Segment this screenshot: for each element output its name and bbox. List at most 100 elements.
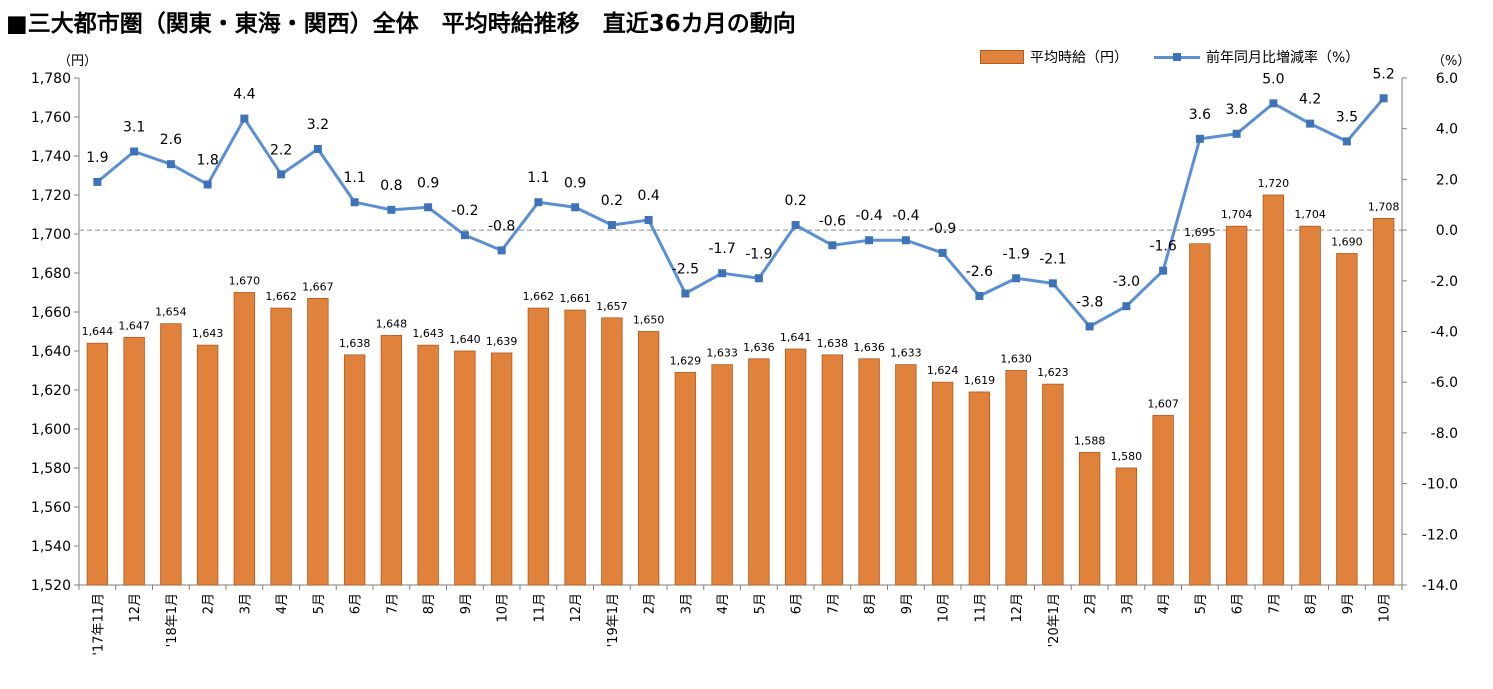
bar-data-label: 1,629 [670,354,702,367]
x-category-label: 8月 [1304,593,1319,614]
x-category-label: 9月 [1341,593,1356,614]
rate-data-label: -0.9 [929,221,956,237]
rate-marker [93,177,102,186]
left-tick-label: 1,620 [31,383,71,399]
bar-data-label: 1,623 [1037,366,1069,379]
rate-data-label: -0.4 [855,208,882,224]
bar-data-label: 1,667 [302,280,334,293]
bar [821,354,844,586]
left-tick-label: 1,520 [31,578,71,594]
bar-data-label: 1,650 [633,314,665,327]
rate-data-label: 2.2 [270,142,292,158]
bar [968,391,991,586]
rate-marker [938,248,947,257]
rate-data-label: -1.7 [708,241,735,257]
left-axis-unit: （円） [58,54,98,69]
rate-marker [350,198,359,207]
rate-data-label: 3.6 [1189,107,1211,123]
x-category-label: 4月 [275,593,290,614]
bar [1078,451,1101,586]
x-category-label: 3月 [679,593,694,614]
legend-item-line: 前年同月比増減率（%） [1154,47,1359,67]
bar-data-label: 1,643 [412,327,444,340]
x-category-label: 8月 [422,593,437,614]
bar [196,344,219,586]
rate-marker [1048,279,1057,288]
rate-data-label: -2.1 [1039,251,1066,267]
bar [123,336,145,586]
rate-data-label: -1.9 [745,246,772,262]
rate-data-label: 3.1 [123,120,145,136]
left-tick-label: 1,760 [31,110,71,126]
x-category-label: 2月 [1084,593,1099,614]
x-category-label: 8月 [863,593,878,614]
bar [1336,253,1358,586]
rate-marker [791,221,800,230]
rate-data-label: 3.2 [307,117,329,133]
bar-data-label: 1,638 [339,337,371,350]
right-tick-label: -12.0 [1422,527,1458,543]
rate-data-label: 1.1 [343,170,365,186]
rate-data-label: -3.0 [1113,274,1140,290]
left-tick-label: 1,540 [31,539,71,555]
x-category-label: 6月 [790,593,805,614]
bar [86,342,109,586]
rate-marker [571,203,580,212]
bar-data-label: 1,588 [1074,434,1106,447]
rate-data-label: 1.9 [86,150,108,166]
right-axis-unit: （%） [1432,54,1471,69]
bar [270,307,292,586]
rate-data-label: -0.6 [819,213,846,229]
rate-marker [203,180,212,189]
rate-marker [1195,134,1204,143]
bar-data-label: 1,644 [82,325,114,338]
x-category-label: 4月 [1157,593,1172,614]
rate-data-label: -0.8 [488,218,515,234]
bar [564,309,586,586]
rate-marker [534,198,543,207]
left-tick-label: 1,580 [31,461,71,477]
x-category-label: 11月 [532,593,547,623]
bar-data-label: 1,633 [890,347,922,360]
rate-marker [1159,266,1168,275]
bar [160,323,182,586]
x-category-label: 6月 [1231,593,1246,614]
rate-marker [387,205,396,214]
x-category-label: '18年1月 [165,593,180,647]
bar [490,352,513,586]
left-tick-label: 1,780 [31,71,71,87]
x-category-label: 12月 [128,593,143,623]
x-category-label: 9月 [900,593,915,614]
bar-data-label: 1,639 [486,335,518,348]
rate-line [96,97,1385,328]
rate-data-label: 0.8 [380,178,402,194]
rate-data-label: 0.9 [417,175,439,191]
bar [417,344,439,586]
rate-marker [1306,119,1315,128]
x-category-label: 10月 [937,593,952,623]
rate-data-label: 4.2 [1299,92,1321,108]
bar-data-label: 1,662 [265,290,297,303]
bar [858,358,880,586]
right-tick-label: 6.0 [1436,71,1458,87]
labels-layer: 1,644 1,647 1,654 1,643 1,670 1,662 1,667 1,638… [82,66,1400,463]
bar-data-label: 1,662 [523,290,555,303]
x-category-label: 11月 [973,593,988,623]
legend-line-swatch [1154,50,1200,64]
legend-bar-label: 平均時給（円） [1030,50,1128,66]
rate-marker [754,274,763,283]
rate-marker [240,114,249,123]
rate-data-label: 5.0 [1262,71,1284,87]
rate-data-label: -2.5 [672,261,699,277]
left-tick-label: 1,640 [31,344,71,360]
x-category-label: 10月 [1378,593,1393,623]
legend-item-bar: 平均時給（円） [980,47,1128,67]
rate-data-label: -0.4 [892,208,919,224]
left-tick-label: 1,660 [31,305,71,321]
chart-title: ■三大都市圏（関東・東海・関西）全体 平均時給推移 直近36カ月の動向 [6,11,796,37]
bar [1299,225,1321,586]
right-tick-label: -2.0 [1431,274,1458,290]
right-tick-label: -6.0 [1431,375,1458,391]
bar-data-label: 1,633 [706,347,738,360]
